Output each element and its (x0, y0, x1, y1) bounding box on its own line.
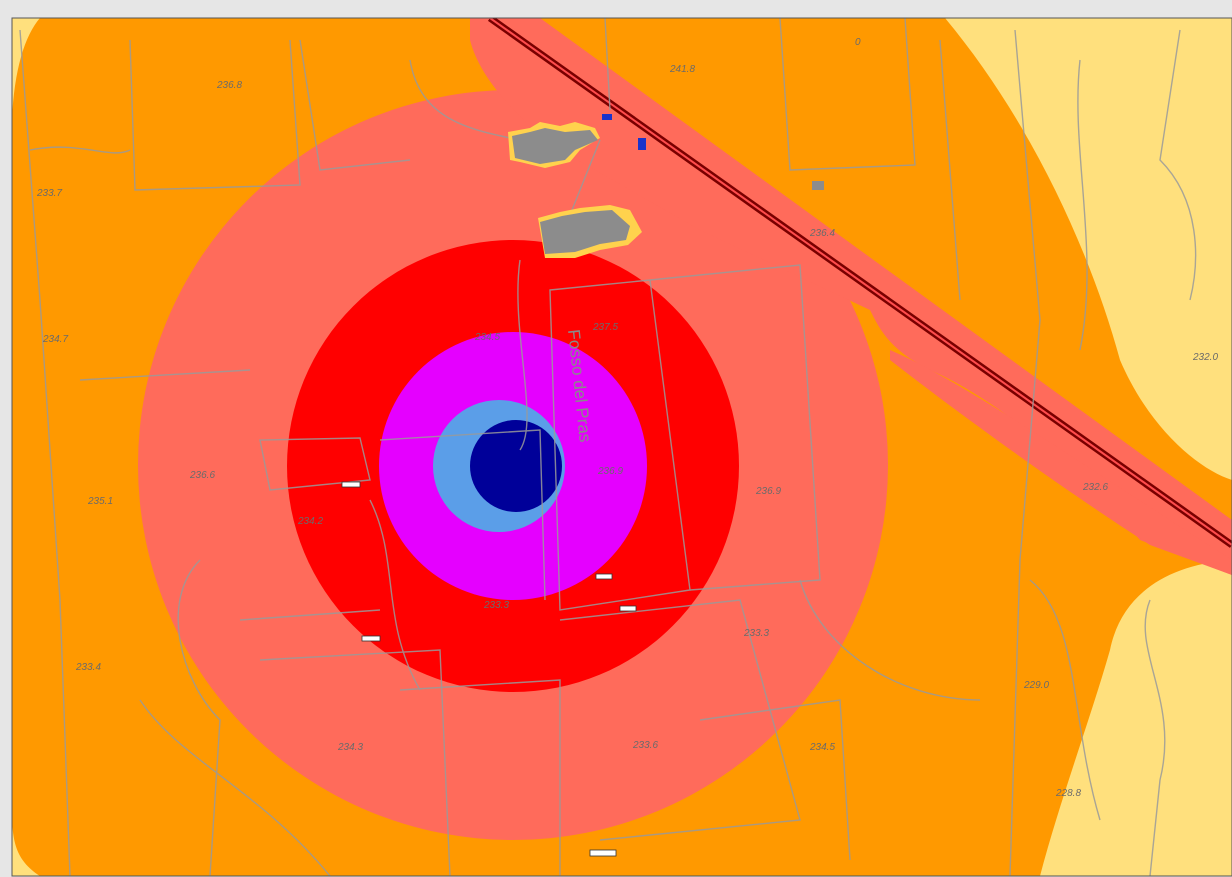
navy-zone (470, 420, 562, 512)
elevation-label: 234.5 (809, 742, 835, 753)
elevation-label: 232.6 (1082, 482, 1108, 493)
railway-line (487, 18, 1232, 548)
elevation-label: 233.6 (632, 740, 658, 751)
elevation-label: 233.3 (743, 628, 769, 639)
elevation-label: 233.7 (36, 188, 62, 199)
elevation-label: 236.4 (809, 228, 835, 239)
building-north (508, 114, 646, 168)
elevation-label: 234.7 (42, 334, 68, 345)
elevation-label: 0 (855, 37, 861, 48)
elevation-label: 232.0 (1192, 352, 1218, 363)
small-building (812, 181, 824, 190)
survey-markers (341, 481, 637, 857)
elevation-label: 229.0 (1023, 680, 1049, 691)
elevation-label: 233.4 (75, 662, 101, 673)
parcel-lines (19, 18, 1197, 876)
elevation-label: 234.2 (297, 516, 323, 527)
elevation-label: 236.9 (755, 486, 781, 497)
elevation-label: 236.9 (597, 466, 623, 477)
elevation-label: 236.8 (216, 80, 242, 91)
elevation-label: 241.8 (669, 64, 695, 75)
elevation-labels: 241.8 0 236.8 233.7 234.7 234.5 237.5 23… (36, 37, 1218, 799)
elevation-label: 233.3 (483, 600, 509, 611)
elevation-label: 235.1 (87, 496, 113, 507)
elevation-label: 236.6 (189, 470, 215, 481)
elevation-label: 237.5 (592, 322, 618, 333)
map-border (11, 17, 1232, 877)
building-south (538, 205, 642, 258)
elevation-label: 228.8 (1055, 788, 1081, 799)
elevation-label: 234.5 (474, 332, 500, 343)
elevation-label: 234.3 (337, 742, 363, 753)
